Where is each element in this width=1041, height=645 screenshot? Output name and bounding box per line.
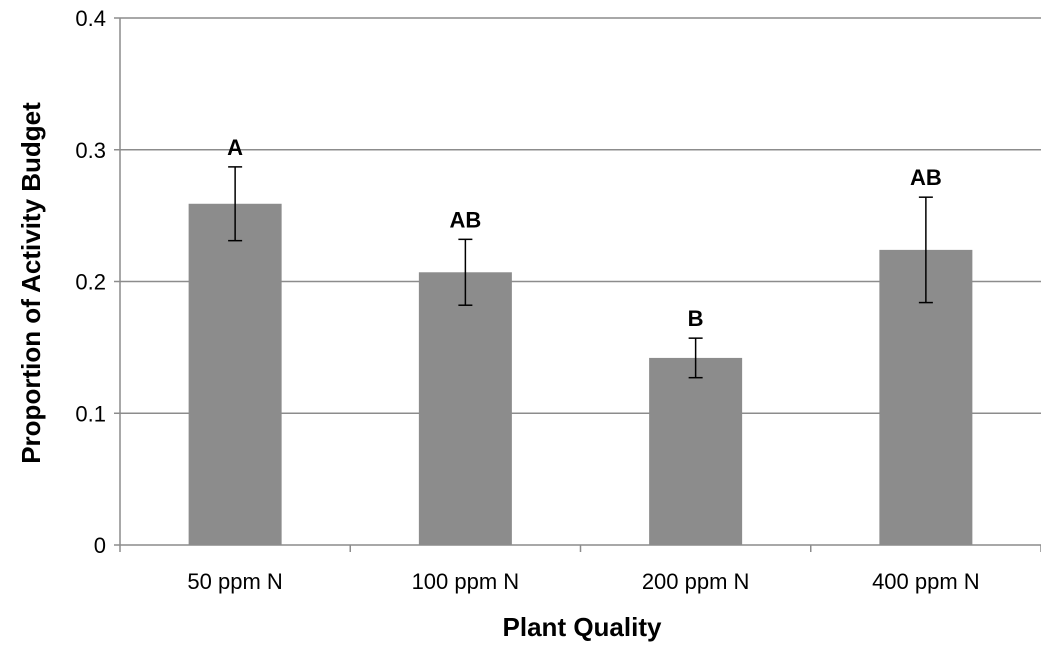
- x-tick-label: 200 ppm N: [642, 569, 750, 594]
- x-axis-title: Plant Quality: [503, 612, 662, 642]
- y-tick-label: 0.2: [75, 270, 106, 295]
- y-tick-label: 0: [94, 533, 106, 558]
- significance-label: AB: [449, 207, 481, 232]
- bar: [188, 203, 282, 545]
- axes: [114, 17, 1041, 552]
- y-tick-label: 0.4: [75, 6, 106, 31]
- bar: [649, 357, 743, 545]
- y-axis-title: Proportion of Activity Budget: [16, 102, 46, 464]
- x-tick-label: 400 ppm N: [872, 569, 980, 594]
- y-tick-label: 0.3: [75, 138, 106, 163]
- tick-labels: 0 0.1 0.2 0.3 0.4 50 ppm N 100 ppm N 200 ppm N 4…: [75, 6, 979, 594]
- error-bars: [228, 166, 933, 379]
- bar: [418, 272, 512, 545]
- significance-label: A: [227, 135, 243, 160]
- x-tick-label: 50 ppm N: [187, 569, 282, 594]
- x-tick-label: 100 ppm N: [412, 569, 520, 594]
- significance-labels: A AB B AB: [227, 135, 942, 331]
- bars: [188, 203, 973, 545]
- significance-label: AB: [910, 165, 942, 190]
- significance-label: B: [688, 306, 704, 331]
- y-tick-label: 0.1: [75, 401, 106, 426]
